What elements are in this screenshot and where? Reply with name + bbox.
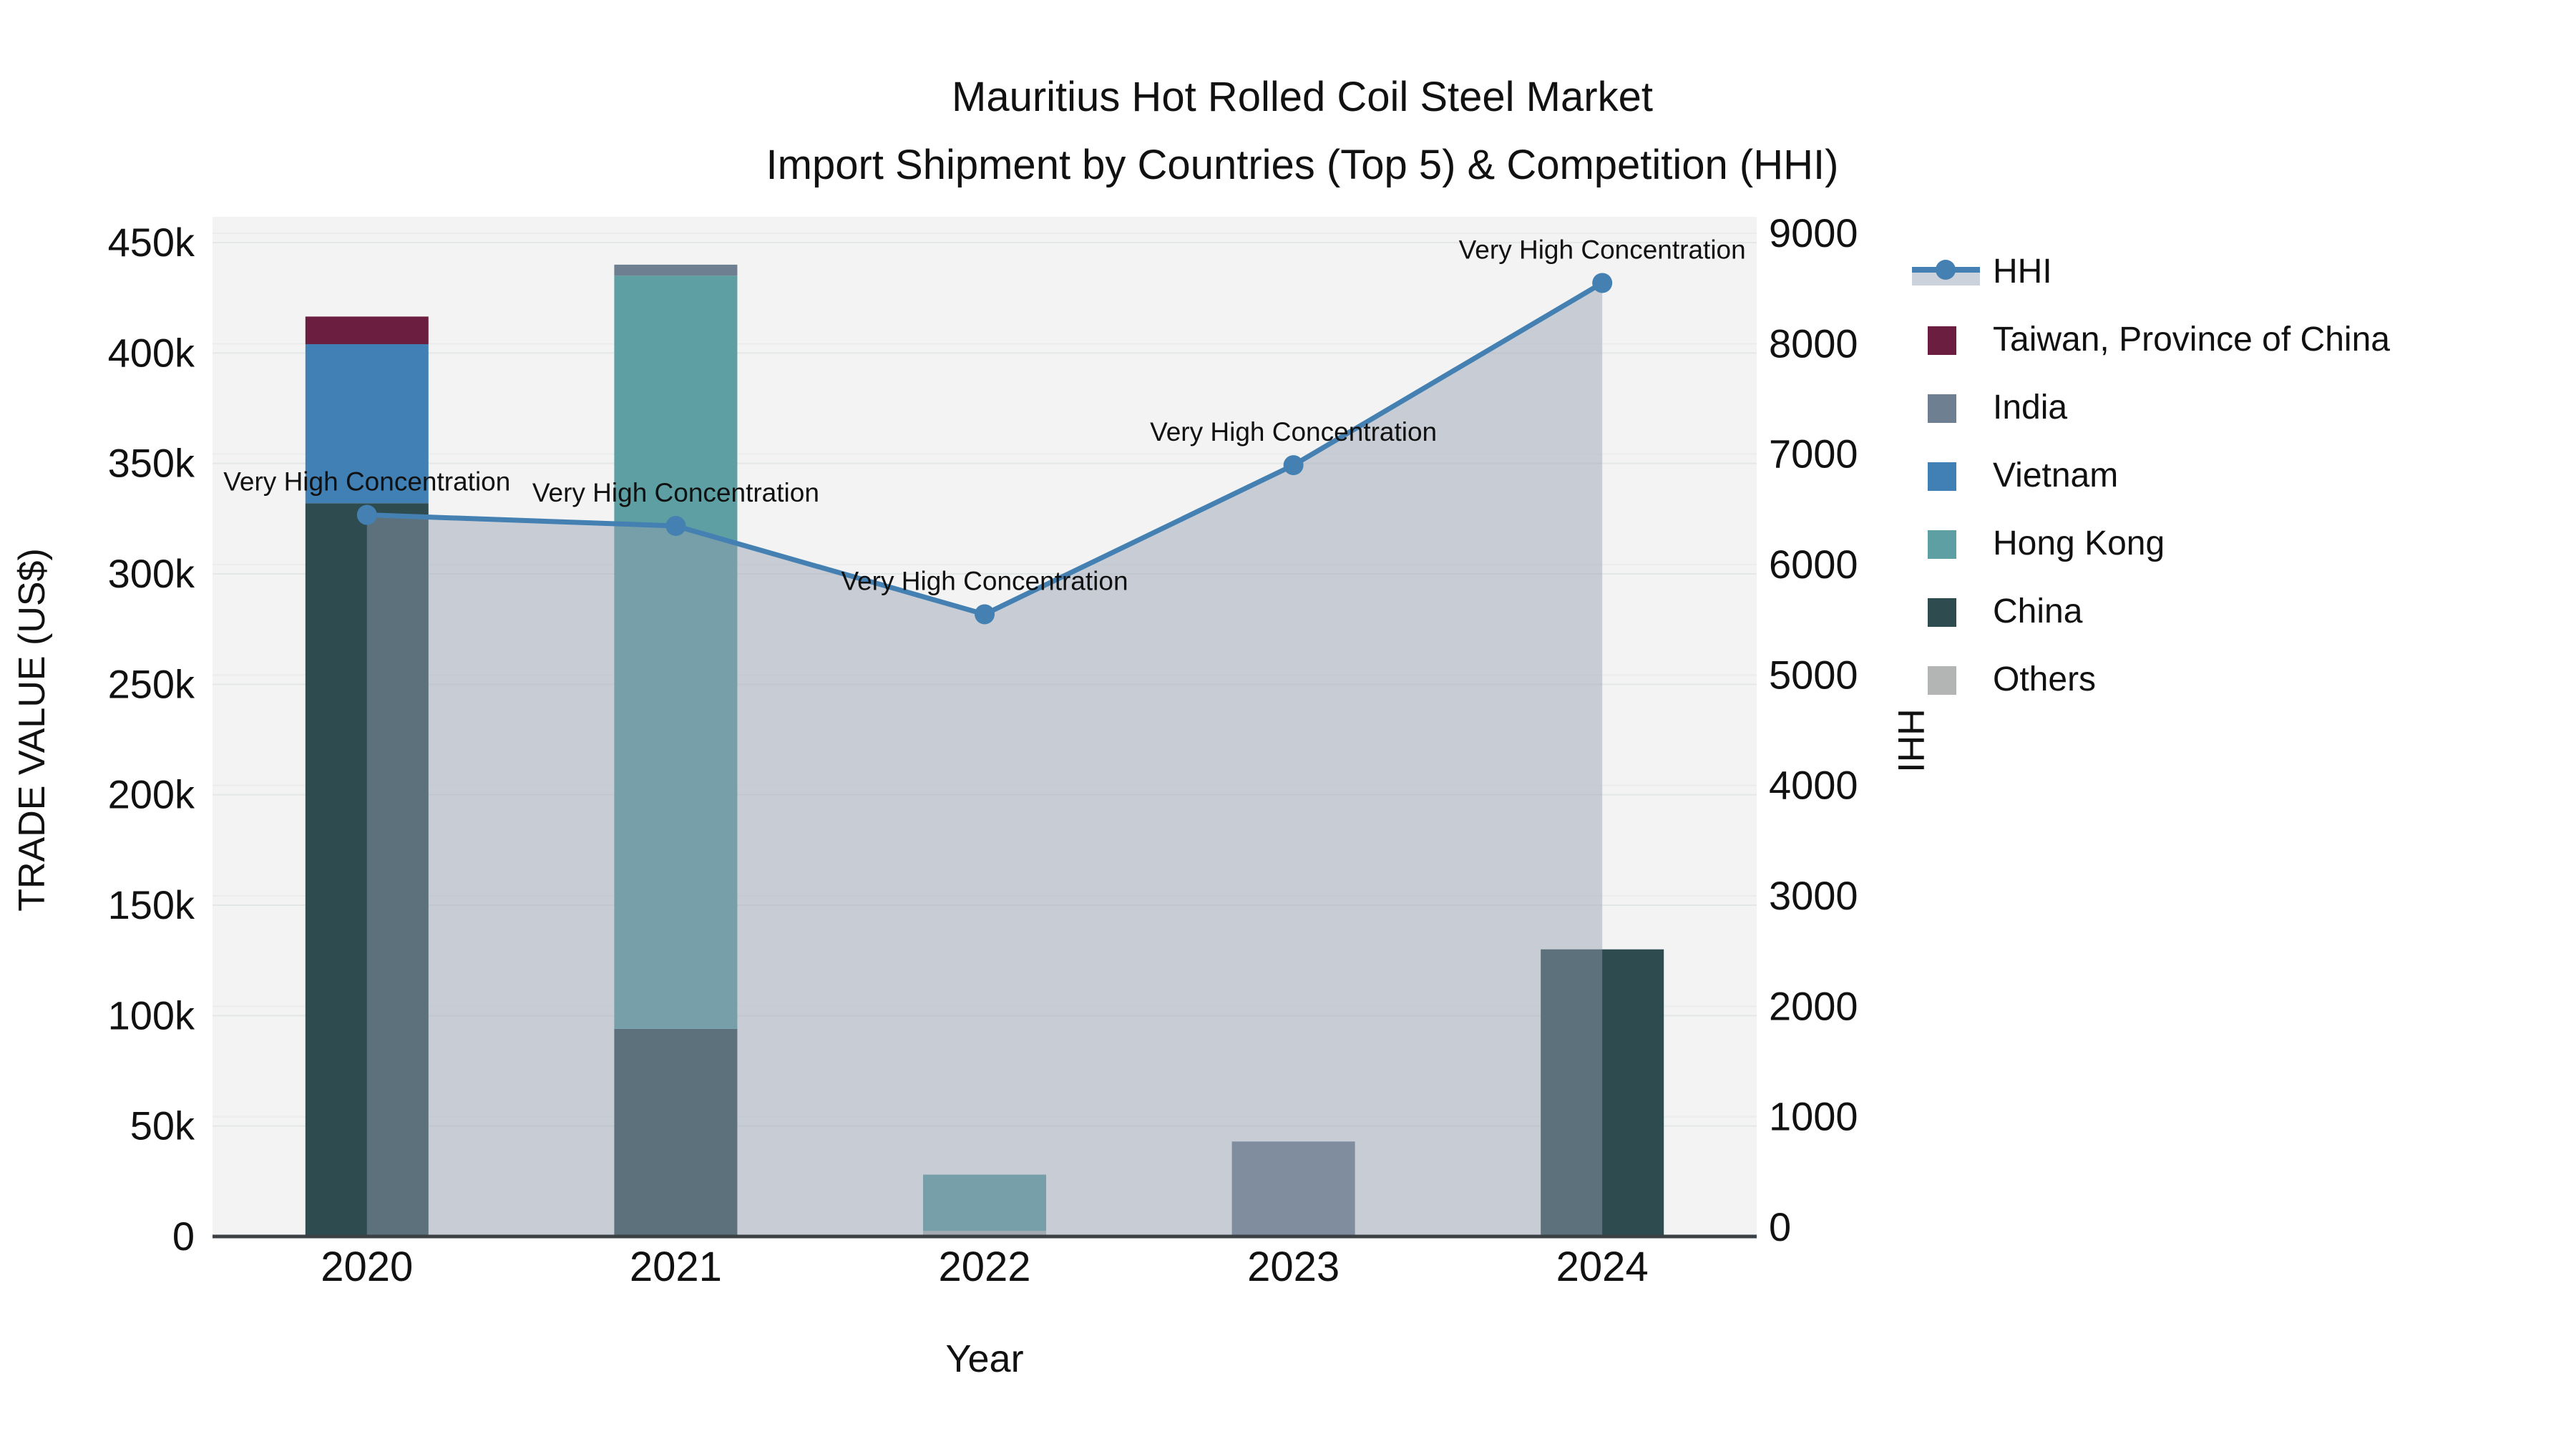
bar-segment-china-2020[interactable] <box>305 503 429 1236</box>
right-tick-9000: 9000 <box>1769 210 1858 255</box>
left-tick-200k: 200k <box>108 772 195 817</box>
x-tick-2022: 2022 <box>938 1244 1030 1290</box>
legend-label: China <box>1993 592 2083 630</box>
legend-item-hong-kong[interactable]: Hong Kong <box>1912 509 2556 577</box>
others-swatch-icon <box>1912 665 1980 695</box>
left-axis-tick-labels: 0 50k 100k 150k 200k 250k 300k 350k 400k 450k <box>108 220 195 1259</box>
annotations: Very High Concentration Very High Concent… <box>223 235 1745 595</box>
legend: HHI Taiwan, Province of China India Viet… <box>1912 238 2556 713</box>
india-swatch-icon <box>1912 393 1980 423</box>
legend-item-vietnam[interactable]: Vietnam <box>1912 441 2556 509</box>
trade-gridlines <box>213 242 1757 1127</box>
left-tick-50k: 50k <box>130 1103 195 1148</box>
x-tick-2021: 2021 <box>630 1244 722 1290</box>
left-tick-350k: 350k <box>108 441 195 486</box>
legend-item-others[interactable]: Others <box>1912 645 2556 713</box>
legend-label: Taiwan, Province of China <box>1993 321 2390 358</box>
bar-segment-india-2021[interactable] <box>614 264 738 276</box>
x-tick-2024: 2024 <box>1556 1244 1649 1290</box>
hhi-point-2021[interactable] <box>665 515 686 536</box>
china-swatch-icon <box>1912 597 1980 627</box>
bar-segment-others-2022[interactable] <box>923 1231 1046 1236</box>
bar-segment-china-2024[interactable] <box>1541 949 1664 1236</box>
right-tick-2000: 2000 <box>1769 983 1858 1028</box>
legend-item-india[interactable]: India <box>1912 374 2556 441</box>
bar-segment-hong-kong-2021[interactable] <box>614 275 738 1029</box>
hong-kong-swatch-icon <box>1912 529 1980 559</box>
hhi-point-2023[interactable] <box>1283 455 1304 476</box>
hhi-area-fill <box>366 283 1603 1237</box>
right-tick-8000: 8000 <box>1769 321 1858 366</box>
hhi-point-2024[interactable] <box>1592 273 1613 293</box>
stacked-bars <box>305 264 1664 1236</box>
vietnam-swatch-icon <box>1912 461 1980 491</box>
right-tick-1000: 1000 <box>1769 1094 1858 1139</box>
right-tick-6000: 6000 <box>1769 542 1858 587</box>
bar-segment-hong-kong-2022[interactable] <box>923 1174 1046 1231</box>
left-tick-250k: 250k <box>108 661 195 706</box>
left-tick-150k: 150k <box>108 882 195 927</box>
chart-title-line2: Import Shipment by Countries (Top 5) & C… <box>766 142 1839 188</box>
left-tick-450k: 450k <box>108 220 195 265</box>
legend-item-china[interactable]: China <box>1912 577 2556 645</box>
annotation-2021: Very High Concentration <box>532 478 819 507</box>
legend-item-taiwan[interactable]: Taiwan, Province of China <box>1912 306 2556 374</box>
annotation-2022: Very High Concentration <box>841 566 1128 595</box>
x-axis-tick-labels: 2020 2021 2022 2023 2024 <box>321 1244 1648 1290</box>
right-tick-4000: 4000 <box>1769 763 1858 808</box>
x-tick-2020: 2020 <box>321 1244 413 1290</box>
hhi-point-2020[interactable] <box>356 504 377 525</box>
legend-label: Hong Kong <box>1993 525 2165 562</box>
annotation-2023: Very High Concentration <box>1150 417 1437 447</box>
left-tick-0: 0 <box>172 1214 195 1259</box>
chart-title-line1: Mauritius Hot Rolled Coil Steel Market <box>952 74 1653 120</box>
bar-segment-vietnam-2020[interactable] <box>305 343 429 504</box>
legend-label: HHI <box>1993 253 2052 291</box>
right-axis-tick-labels: 0 1000 2000 3000 4000 5000 6000 7000 8000 9000 <box>1769 210 1858 1249</box>
legend-label: Others <box>1993 660 2097 698</box>
annotation-2024: Very High Concentration <box>1459 235 1746 264</box>
hhi-line-icon <box>1912 257 1980 287</box>
left-tick-400k: 400k <box>108 330 195 375</box>
bar-segment-taiwan-province-of-china-2020[interactable] <box>305 316 429 344</box>
annotation-2020: Very High Concentration <box>223 467 510 497</box>
plot-background[interactable] <box>213 217 1757 1236</box>
left-tick-300k: 300k <box>108 551 195 596</box>
x-axis-title: Year <box>945 1337 1024 1380</box>
right-tick-7000: 7000 <box>1769 431 1858 477</box>
x-tick-2023: 2023 <box>1247 1244 1340 1290</box>
left-tick-100k: 100k <box>108 992 195 1038</box>
bar-segment-china-2021[interactable] <box>614 1028 738 1236</box>
right-tick-3000: 3000 <box>1769 873 1858 918</box>
legend-item-hhi[interactable]: HHI <box>1912 238 2556 306</box>
hhi-point-2022[interactable] <box>975 604 995 625</box>
legend-label: Vietnam <box>1993 457 2119 494</box>
hhi-area <box>366 283 1603 1237</box>
hhi-points <box>356 273 1613 625</box>
chart-title: Mauritius Hot Rolled Coil Steel Market I… <box>644 63 1961 199</box>
hhi-gridlines <box>213 233 1757 1118</box>
right-tick-0: 0 <box>1769 1204 1791 1249</box>
legend-label: India <box>1993 389 2068 426</box>
taiwan-swatch-icon <box>1912 325 1980 355</box>
bar-segment-india-2023[interactable] <box>1231 1141 1355 1236</box>
right-tick-5000: 5000 <box>1769 652 1858 697</box>
left-axis-title: TRADE VALUE (US$) <box>11 548 53 912</box>
